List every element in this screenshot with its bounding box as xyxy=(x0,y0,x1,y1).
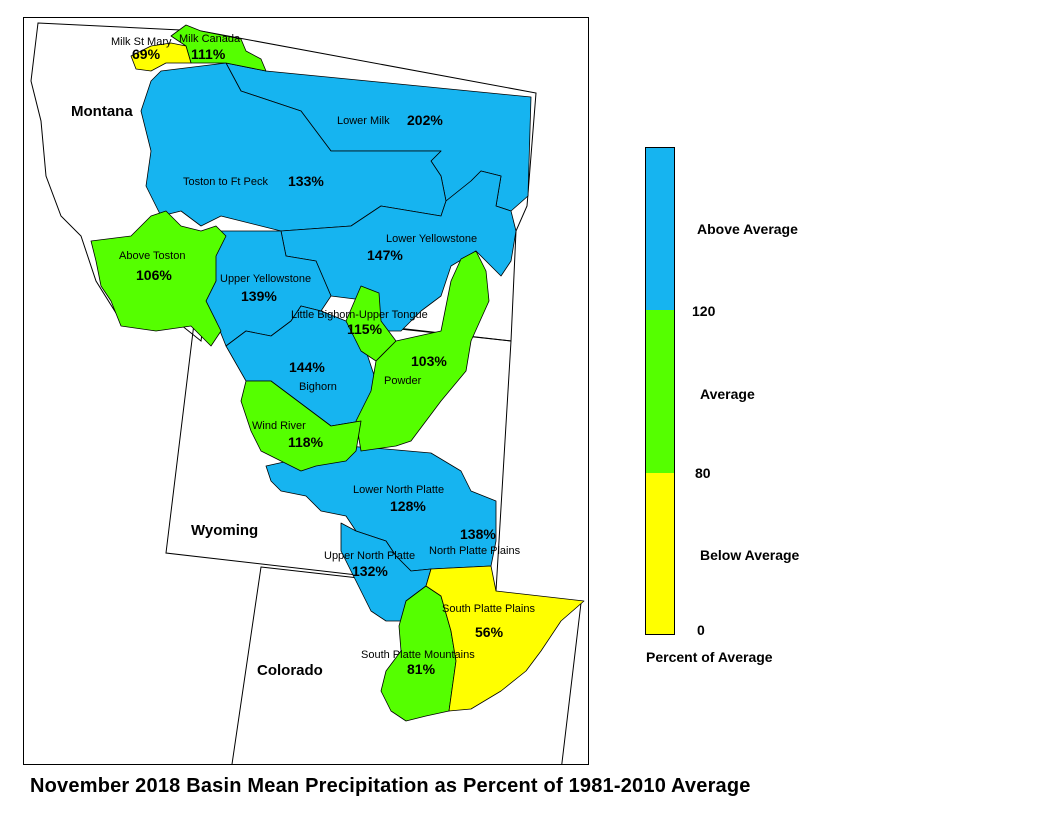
basin-name-milk-st-mary: Milk St Mary xyxy=(111,36,172,48)
basin-name-wind-river: Wind River xyxy=(252,420,306,432)
basin-pct-little-bighorn-upper-tongue: 115% xyxy=(347,321,383,337)
basin-above-toston xyxy=(90,210,227,347)
basin-name-above-toston: Above Toston xyxy=(119,250,185,262)
basin-pct-lower-north-platte: 128% xyxy=(390,498,426,514)
basin-name-powder: Powder xyxy=(384,375,422,387)
legend-label-above: Above Average xyxy=(697,221,798,237)
basin-pct-north-platte-plains: 138% xyxy=(460,526,496,542)
basin-milk-st-mary xyxy=(130,42,192,72)
basin-name-upper-yellowstone: Upper Yellowstone xyxy=(220,273,311,285)
basin-pct-lower-yellowstone: 147% xyxy=(367,247,403,263)
basin-pct-south-platte-plains: 56% xyxy=(475,624,504,640)
basin-name-toston-to-ft-peck: Toston to Ft Peck xyxy=(183,176,268,188)
legend-tick-0: 0 xyxy=(697,622,705,638)
basin-pct-bighorn: 144% xyxy=(289,359,325,375)
basin-pct-toston-to-ft-peck: 133% xyxy=(288,173,324,189)
basin-pct-milk-st-mary: 69% xyxy=(132,46,161,62)
basin-name-lower-milk: Lower Milk xyxy=(337,115,390,127)
basin-pct-powder: 103% xyxy=(411,353,447,369)
basin-pct-milk-canada: 111% xyxy=(191,46,226,62)
basin-pct-lower-milk: 202% xyxy=(407,112,443,128)
basin-name-bighorn: Bighorn xyxy=(299,381,337,393)
basin-name-lower-north-platte: Lower North Platte xyxy=(353,484,444,496)
basin-wind-river xyxy=(240,380,362,472)
legend-label-below: Below Average xyxy=(700,547,800,563)
basin-map: Montana Wyoming Colorado Milk St Mary 69… xyxy=(30,22,585,764)
basin-name-lower-yellowstone: Lower Yellowstone xyxy=(386,233,477,245)
basin-name-south-platte-mountains: South Platte Mountains xyxy=(361,649,475,661)
legend-swatch-average xyxy=(646,310,674,473)
state-label-colorado: Colorado xyxy=(257,662,323,679)
basin-name-south-platte-plains: South Platte Plains xyxy=(442,603,535,615)
basin-name-milk-canada: Milk Canada xyxy=(179,33,241,45)
legend-label-average: Average xyxy=(700,386,755,402)
legend-swatch-below xyxy=(646,473,674,634)
basin-pct-wind-river: 118% xyxy=(288,434,324,450)
basin-pct-above-toston: 106% xyxy=(136,267,172,283)
map-title: November 2018 Basin Mean Precipitation a… xyxy=(30,775,751,797)
basin-pct-upper-north-platte: 132% xyxy=(352,563,388,579)
legend-color-bar xyxy=(645,147,675,635)
map-frame: Montana Wyoming Colorado Milk St Mary 69… xyxy=(23,17,589,765)
state-label-montana: Montana xyxy=(71,103,133,120)
basin-powder xyxy=(355,250,490,452)
basin-pct-south-platte-mountains: 81% xyxy=(407,661,436,677)
basin-name-little-bighorn-upper-tongue: Little Bighorn-Upper Tongue xyxy=(291,309,428,321)
state-label-wyoming: Wyoming xyxy=(191,522,258,539)
basin-name-north-platte-plains: North Platte Plains xyxy=(429,545,521,557)
legend-title: Percent of Average xyxy=(646,649,773,665)
basin-little-bighorn-upper-tongue xyxy=(345,285,397,362)
legend-tick-120: 120 xyxy=(692,303,716,319)
legend-swatch-above xyxy=(646,148,674,310)
basin-name-upper-north-platte: Upper North Platte xyxy=(324,550,415,562)
basin-south-platte-plains xyxy=(425,565,585,712)
basin-pct-upper-yellowstone: 139% xyxy=(241,288,277,304)
legend-tick-80: 80 xyxy=(695,465,711,481)
